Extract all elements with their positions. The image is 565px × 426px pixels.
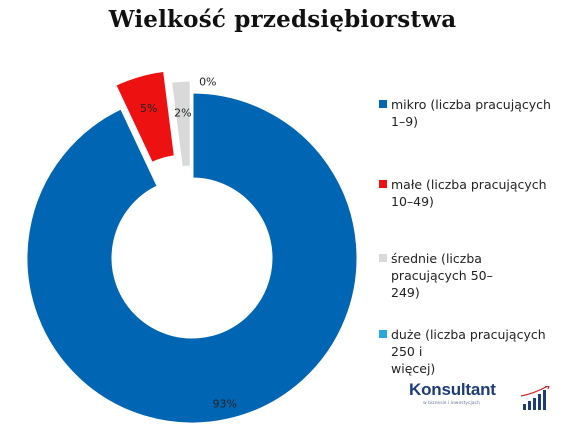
legend-swatch-duze [379,330,387,338]
legend-item-srednie: średnie (liczba pracujących 50– 249) [379,250,561,301]
chart-data-labels: 93% 5% 2% 0% [140,76,237,411]
legend-item-mikro: mikro (liczba pracujących 1–9) [379,96,561,130]
data-label-srednie: 2% [174,106,191,119]
legend-label-duze-line2: więcej) [391,361,436,376]
chart-title: Wielkość przedsiębiorstwa [108,6,457,33]
slice-mikro [24,90,360,426]
data-label-male: 5% [140,102,157,115]
legend-label-duze-line1: duże (liczba pracujących 250 i [391,327,546,359]
slice-srednie [168,78,193,170]
legend-swatch-male [379,180,387,188]
data-label-mikro: 93% [213,398,237,411]
legend-label-male: małe (liczba pracujących 10–49) [391,177,547,209]
legend-label-srednie-line1: średnie (liczba pracujących 50– [391,251,493,283]
legend-item-male: małe (liczba pracujących 10–49) [379,176,561,210]
legend-label-srednie-line2: 249) [391,285,420,300]
legend-label-mikro: mikro (liczba pracujących 1–9) [391,97,551,129]
logo-tagline: w biznesie i inwestycjach [423,401,480,406]
data-label-duze: 0% [199,76,216,89]
legend-item-duze: duże (liczba pracujących 250 i więcej) [379,326,561,377]
legend-swatch-mikro [379,100,387,108]
bar-chart-logo-icon [521,386,550,410]
konsultant-logo: Konsultant w biznesie i inwestycjach [409,380,559,420]
slice-male [112,68,178,166]
logo-wordmark: Konsultant [409,380,496,399]
legend-swatch-srednie [379,254,387,262]
chart-slices [24,68,360,426]
